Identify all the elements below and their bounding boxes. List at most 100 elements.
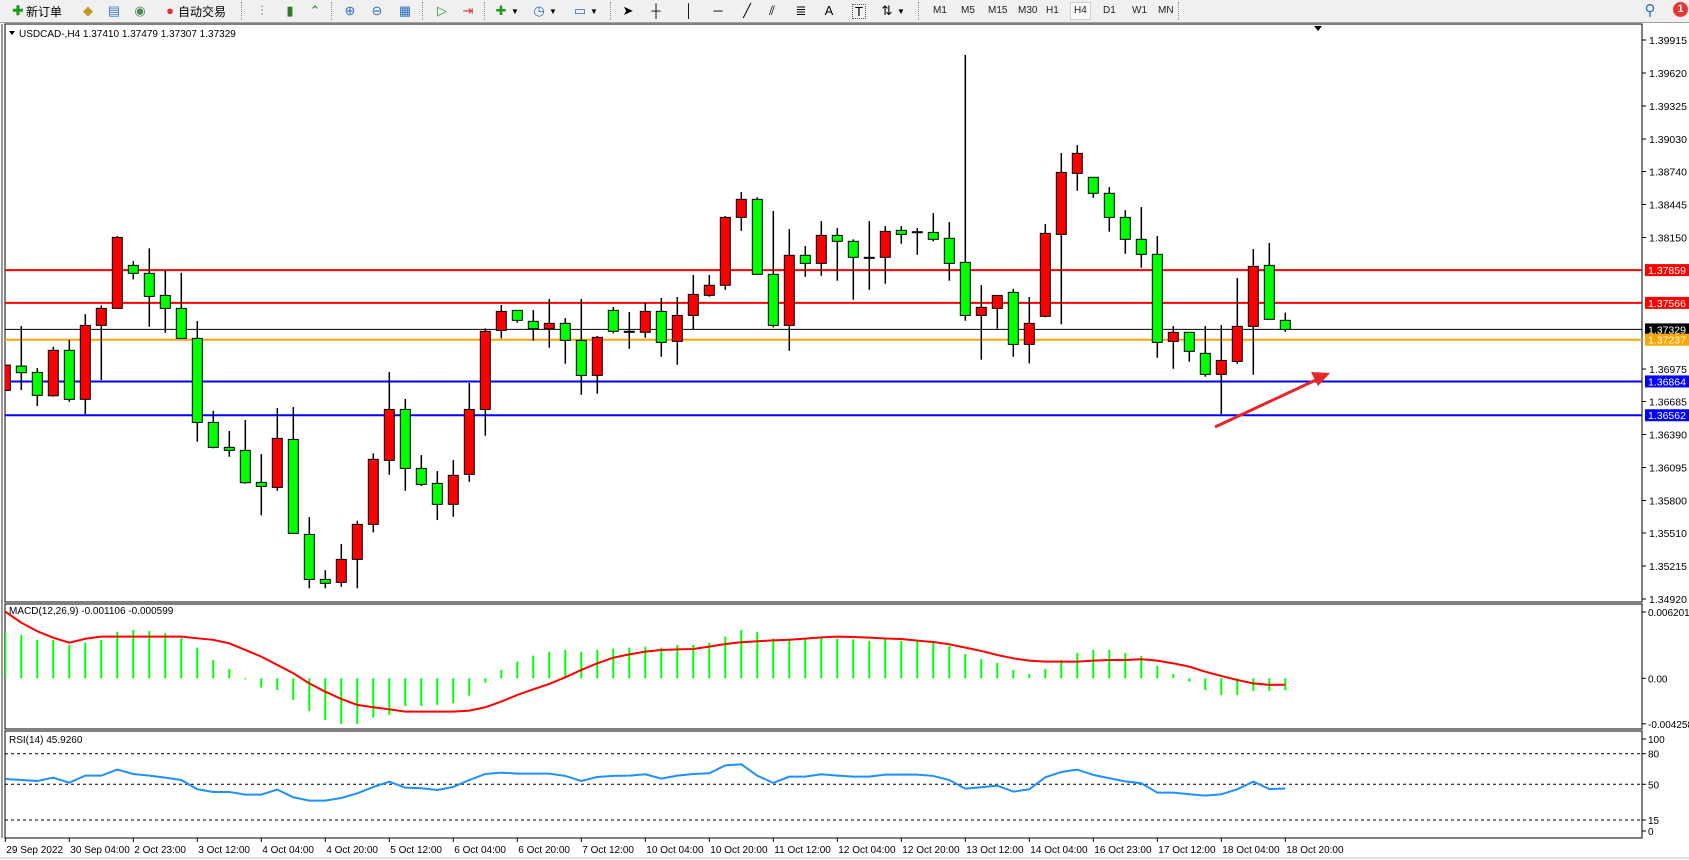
text-button[interactable]: A <box>821 2 837 20</box>
fibonacci-button[interactable]: ≣ <box>793 2 809 20</box>
zoom-out-button[interactable]: ⊖ <box>369 2 385 20</box>
vertical-line-button[interactable]: │ <box>681 2 697 20</box>
time-axis-label: 13 Oct 12:00 <box>966 845 1024 856</box>
price-axis-label: 1.36095 <box>1649 463 1687 475</box>
rsi-axis-label: 80 <box>1648 750 1660 761</box>
candle-body <box>911 231 923 234</box>
arrows-icon: ⇅ <box>881 3 893 18</box>
indicators-button[interactable]: ✚ ▼ <box>493 2 519 20</box>
timeframe-m5[interactable]: M5 <box>961 5 975 16</box>
navigator-button[interactable]: ▤ <box>106 2 122 20</box>
time-axis-label: 18 Oct 20:00 <box>1286 845 1344 856</box>
candle-body <box>959 261 971 316</box>
candle-body <box>1167 331 1179 342</box>
notifications-icon[interactable]: 1 <box>1673 2 1688 17</box>
candle-body <box>335 558 347 583</box>
main-panel <box>4 23 1643 603</box>
candle-body <box>143 272 155 297</box>
auto-trading-icon: ● <box>166 3 174 18</box>
timeframe-m30[interactable]: M30 <box>1018 5 1038 16</box>
templates-button[interactable]: ▭ ▼ <box>572 2 598 20</box>
rsi-title: RSI(14) 45.9260 <box>9 735 83 746</box>
trend-arrow-line <box>1214 377 1319 429</box>
text-icon: A <box>824 3 834 18</box>
search-icon: ⚲ <box>1644 2 1656 19</box>
chart-window[interactable]: USDCAD-,H4 1.37410 1.37479 1.37307 1.373… <box>0 23 1689 860</box>
candle <box>1039 224 1051 318</box>
bar-chart-button[interactable]: ⫶ <box>254 2 270 20</box>
auto-scroll-button[interactable]: ▷ <box>434 2 450 20</box>
candle <box>143 248 155 327</box>
timeframe-mn[interactable]: MN <box>1158 5 1174 16</box>
time-axis-label: 12 Oct 20:00 <box>902 845 960 856</box>
market-watch-icon: ◆ <box>83 3 93 18</box>
zoom-in-button[interactable]: ⊕ <box>342 2 358 20</box>
signals-button[interactable]: ◉ <box>132 2 148 20</box>
rsi-axis-label: 0 <box>1648 827 1654 838</box>
cursor-button[interactable]: ➤ <box>620 2 636 20</box>
timeframe-h1[interactable]: H1 <box>1046 5 1059 16</box>
arrows-button[interactable]: ⇅ ▼ <box>879 2 905 20</box>
timeframe-m15[interactable]: M15 <box>988 5 1008 16</box>
time-axis-label: 18 Oct 04:00 <box>1222 845 1280 856</box>
candlestick-button[interactable]: ▮ <box>282 2 298 20</box>
candle <box>975 285 987 360</box>
tile-windows-button[interactable]: ▦ <box>397 2 413 20</box>
rsi-axis-label: 50 <box>1648 780 1660 791</box>
tile-windows-icon: ▦ <box>398 3 412 18</box>
timeframe-d1[interactable]: D1 <box>1103 5 1116 16</box>
time-axis-label: 29 Sep 2022 <box>6 845 63 856</box>
candle <box>831 228 843 281</box>
line-chart-button[interactable]: ⌃ <box>307 2 323 20</box>
candle <box>911 228 923 255</box>
candle <box>31 368 43 407</box>
candle <box>1055 153 1067 325</box>
timeframe-m1[interactable]: M1 <box>933 5 947 16</box>
candle-body <box>671 314 683 342</box>
auto-trading-label: 自动交易 <box>178 4 227 19</box>
candle <box>175 272 187 339</box>
candlestick-icon: ▮ <box>286 3 294 18</box>
candle <box>239 420 251 484</box>
candle-body <box>1215 359 1227 375</box>
candle <box>335 544 347 587</box>
candle <box>287 407 299 534</box>
candle <box>559 318 571 364</box>
price-axis-label: 1.35215 <box>1649 561 1687 573</box>
candle <box>799 246 811 277</box>
search-button[interactable]: ⚲ <box>1642 2 1658 20</box>
trendline-button[interactable]: ╱ <box>739 2 755 20</box>
time-axis-label: 6 Oct 20:00 <box>518 845 570 856</box>
horizontal-line-button[interactable]: ─ <box>710 2 726 20</box>
text-label-icon: T <box>852 3 866 19</box>
candle <box>207 410 219 449</box>
equidistant-channel-button[interactable]: ⫽ <box>764 2 780 20</box>
crosshair-button[interactable]: ┼ <box>648 2 664 20</box>
price-tag-label: 1.36562 <box>1648 410 1686 422</box>
candle-body <box>575 339 587 376</box>
periods-button[interactable]: ◷ ▼ <box>531 2 557 20</box>
candle-body <box>431 482 443 505</box>
timeframe-w1[interactable]: W1 <box>1132 5 1147 16</box>
candle-body <box>639 310 651 333</box>
chart-shift-button[interactable]: ⇥ <box>460 2 476 20</box>
candle <box>815 221 827 276</box>
new-order-button[interactable]: ✚ 新订单 <box>10 2 62 20</box>
candle-body <box>95 307 107 326</box>
periods-icon: ◷ <box>533 3 545 18</box>
candle <box>991 294 1003 329</box>
candle <box>607 307 619 334</box>
crosshair-icon: ┼ <box>651 3 661 18</box>
time-axis-label: 4 Oct 20:00 <box>326 845 378 856</box>
candle <box>703 275 715 297</box>
timeframe-h4[interactable]: H4 <box>1070 2 1091 20</box>
new-order-icon: ✚ <box>12 3 24 18</box>
candle-body <box>607 309 619 332</box>
candle-body <box>1023 322 1035 345</box>
price-tag-label: 1.37566 <box>1648 298 1686 310</box>
market-watch-button[interactable]: ◆ <box>80 2 96 20</box>
candle <box>319 570 331 589</box>
auto-trading-button[interactable]: ● 自动交易 <box>162 2 226 20</box>
candle <box>1231 278 1243 364</box>
text-label-button[interactable]: T <box>852 2 866 20</box>
